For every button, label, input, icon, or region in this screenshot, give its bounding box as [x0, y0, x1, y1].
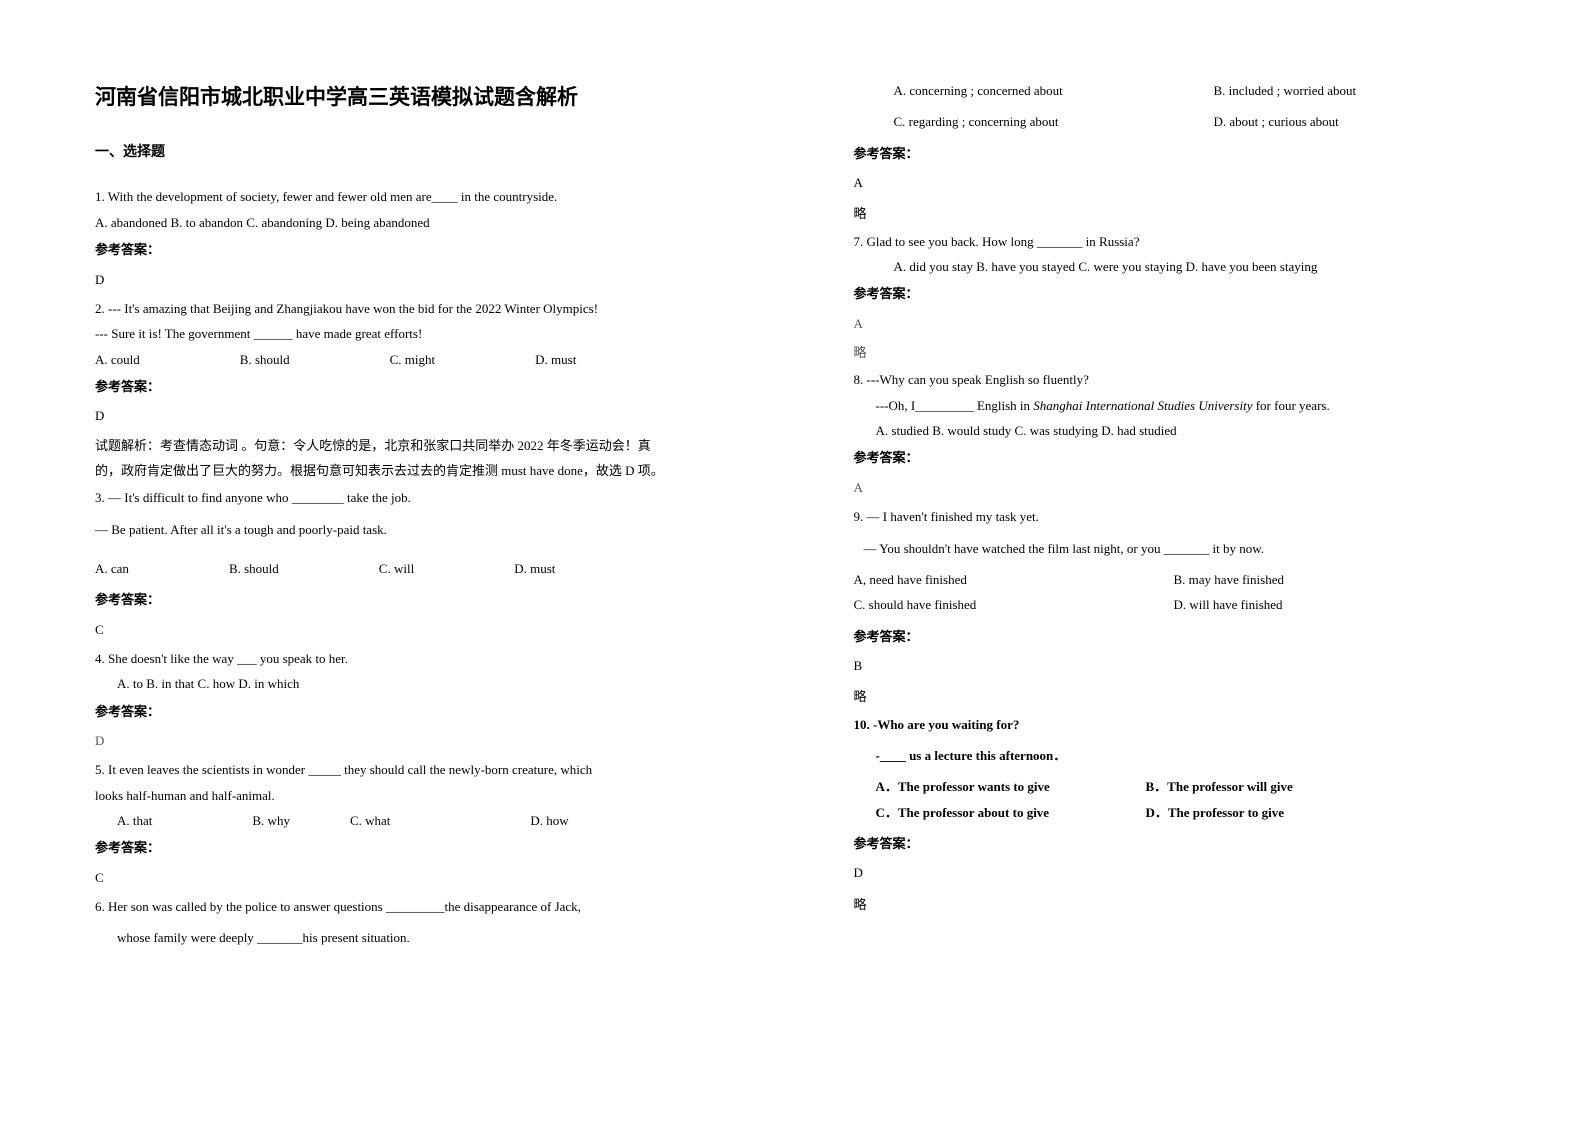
q3-answer: C: [95, 617, 734, 642]
q9-answer: B: [854, 653, 1493, 678]
q10-line1: 10. -Who are you waiting for?: [854, 712, 1493, 737]
q10-skip: 略: [854, 892, 1493, 917]
q5-opt-d: D. how: [530, 808, 568, 833]
answer-label: 参考答案：: [854, 281, 1493, 306]
q10-opt-b: B．The professor will give: [1146, 774, 1293, 799]
q3-opt-d: D. must: [514, 556, 555, 581]
q9-skip: 略: [854, 684, 1493, 709]
answer-label: 参考答案：: [95, 587, 734, 612]
q5-answer: C: [95, 865, 734, 890]
q3-line2: — Be patient. After all it's a tough and…: [95, 517, 734, 542]
q10-answer: D: [854, 860, 1493, 885]
q9-opt-c: C. should have finished: [854, 592, 1174, 617]
q10-opt-row2: C．The professor about to give D．The prof…: [854, 800, 1493, 825]
q5-opt-a: A. that: [117, 808, 152, 833]
question-7: 7. Glad to see you back. How long ______…: [854, 229, 1493, 366]
q2-opt-a: A. could: [95, 347, 140, 372]
q6-opt-c: C. regarding ; concerning about: [894, 109, 1214, 134]
q6-opt-a: A. concerning ; concerned about: [894, 78, 1214, 103]
answer-label: 参考答案：: [854, 624, 1493, 649]
q8-l2b: Shanghai International Studies Universit…: [1033, 398, 1252, 413]
q6-opt-b: B. included ; worried about: [1214, 78, 1357, 103]
q2-answer: D: [95, 403, 734, 428]
answer-label: 参考答案：: [95, 237, 734, 262]
left-column: 河南省信阳市城北职业中学高三英语模拟试题含解析 一、选择题 1. With th…: [0, 0, 794, 1122]
section-heading: 一、选择题: [95, 140, 734, 167]
answer-label: 参考答案：: [95, 835, 734, 860]
q3-opt-c: C. will: [379, 556, 414, 581]
q9-opt-a: A, need have finished: [854, 567, 1174, 592]
question-6-options: A. concerning ; concerned about B. inclu…: [854, 78, 1493, 227]
right-column: A. concerning ; concerned about B. inclu…: [794, 0, 1587, 1122]
q3-options: A. can B. should C. will D. must: [95, 556, 734, 581]
q2-opt-b: B. should: [240, 347, 290, 372]
answer-label: 参考答案：: [854, 141, 1493, 166]
q8-line2: ---Oh, I_________ English in Shanghai In…: [854, 393, 1493, 418]
q10-opt-row1: A．The professor wants to give B．The prof…: [854, 774, 1493, 799]
question-6: 6. Her son was called by the police to a…: [95, 894, 734, 951]
q5-opt-c: C. what: [350, 808, 390, 833]
q7-skip: 略: [854, 340, 1493, 365]
q4-text: 4. She doesn't like the way ___ you spea…: [95, 646, 734, 671]
q7-text: 7. Glad to see you back. How long ______…: [854, 229, 1493, 254]
q6-answer: A: [854, 170, 1493, 195]
q3-line1: 3. — It's difficult to find anyone who _…: [95, 485, 734, 510]
q10-line2: -____ us a lecture this afternoon．: [854, 743, 1493, 768]
q5-options: A. that B. why C. what D. how: [95, 808, 734, 833]
q1-answer: D: [95, 267, 734, 292]
q9-line1: 9. — I haven't finished my task yet.: [854, 504, 1493, 529]
question-4: 4. She doesn't like the way ___ you spea…: [95, 646, 734, 753]
answer-label: 参考答案：: [854, 445, 1493, 470]
question-3: 3. — It's difficult to find anyone who _…: [95, 485, 734, 642]
q10-opt-c: C．The professor about to give: [876, 800, 1146, 825]
q6-skip: 略: [854, 201, 1493, 226]
q5-line2: looks half-human and half-animal.: [95, 783, 734, 808]
q9-opt-b: B. may have finished: [1174, 567, 1284, 592]
question-8: 8. ---Why can you speak English so fluen…: [854, 367, 1493, 500]
q2-line2: --- Sure it is! The government ______ ha…: [95, 321, 734, 346]
answer-label: 参考答案：: [95, 699, 734, 724]
q2-opt-d: D. must: [535, 347, 576, 372]
q6-line2: whose family were deeply _______his pres…: [95, 925, 734, 950]
q3-opt-a: A. can: [95, 556, 129, 581]
q6-opt-d: D. about ; curious about: [1214, 109, 1339, 134]
q6-line1: 6. Her son was called by the police to a…: [95, 894, 734, 919]
q2-options: A. could B. should C. might D. must: [95, 347, 734, 372]
q9-opt-d: D. will have finished: [1174, 592, 1283, 617]
q8-l2c: for four years.: [1252, 398, 1329, 413]
q1-text: 1. With the development of society, fewe…: [95, 184, 734, 209]
question-1: 1. With the development of society, fewe…: [95, 184, 734, 291]
q1-options: A. abandoned B. to abandon C. abandoning…: [95, 210, 734, 235]
answer-label: 参考答案：: [854, 831, 1493, 856]
q9-opt-row2: C. should have finished D. will have fin…: [854, 592, 1493, 617]
q2-opt-c: C. might: [390, 347, 436, 372]
q5-opt-b: B. why: [252, 808, 290, 833]
q2-line1: 2. --- It's amazing that Beijing and Zha…: [95, 296, 734, 321]
q4-options: A. to B. in that C. how D. in which: [95, 671, 734, 696]
q6-opt-row2: C. regarding ; concerning about D. about…: [854, 109, 1493, 134]
document-title: 河南省信阳市城北职业中学高三英语模拟试题含解析: [95, 78, 734, 118]
q4-answer: D: [95, 728, 734, 753]
q3-opt-b: B. should: [229, 556, 279, 581]
q2-analysis-2: 的，政府肯定做出了巨大的努力。根据句意可知表示去过去的肯定推测 must hav…: [95, 458, 734, 483]
question-2: 2. --- It's amazing that Beijing and Zha…: [95, 296, 734, 483]
q8-options: A. studied B. would study C. was studyin…: [854, 418, 1493, 443]
q9-line2: — You shouldn't have watched the film la…: [854, 536, 1493, 561]
q6-opt-row1: A. concerning ; concerned about B. inclu…: [854, 78, 1493, 103]
answer-label: 参考答案：: [95, 374, 734, 399]
q10-opt-a: A．The professor wants to give: [876, 774, 1146, 799]
q5-line1: 5. It even leaves the scientists in wond…: [95, 757, 734, 782]
q8-line1: 8. ---Why can you speak English so fluen…: [854, 367, 1493, 392]
q7-options: A. did you stay B. have you stayed C. we…: [854, 254, 1493, 279]
q2-analysis-1: 试题解析：考查情态动词 。句意：令人吃惊的是，北京和张家口共同举办 2022 年…: [95, 433, 734, 458]
q8-l2a: ---Oh, I_________ English in: [876, 398, 1034, 413]
question-9: 9. — I haven't finished my task yet. — Y…: [854, 504, 1493, 709]
question-10: 10. -Who are you waiting for? -____ us a…: [854, 712, 1493, 917]
q7-answer: A: [854, 311, 1493, 336]
q8-answer: A: [854, 475, 1493, 500]
q9-opt-row1: A, need have finished B. may have finish…: [854, 567, 1493, 592]
question-5: 5. It even leaves the scientists in wond…: [95, 757, 734, 890]
q10-opt-d: D．The professor to give: [1146, 800, 1285, 825]
